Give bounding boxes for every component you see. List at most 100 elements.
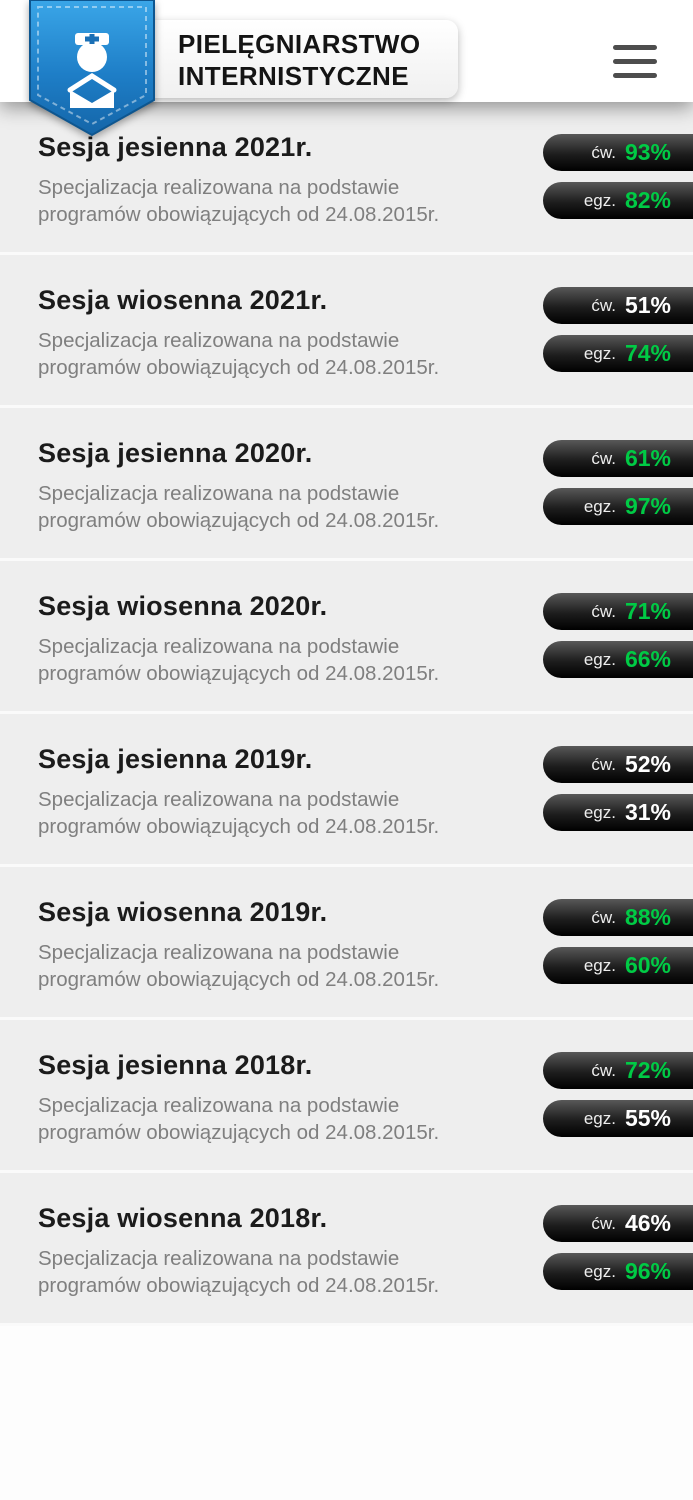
badge-value: 51% [624, 292, 671, 318]
session-title: Sesja jesienna 2021r. [38, 132, 313, 162]
session-text: Sesja wiosenna 2019r. Specjalizacja real… [38, 897, 543, 993]
session-subtitle: Specjalizacja realizowana na podstawie p… [38, 1247, 440, 1297]
session-row-2018-spring[interactable]: Sesja wiosenna 2018r. Specjalizacja real… [0, 1173, 693, 1326]
session-text: Sesja jesienna 2019r. Specjalizacja real… [38, 744, 543, 840]
badge-value: 31% [624, 799, 671, 825]
exam-score-badge: egz. 82% [543, 182, 693, 219]
score-badges: ćw. 51% egz. 74% [543, 285, 693, 372]
score-badges: ćw. 71% egz. 66% [543, 591, 693, 678]
session-row-2020-spring[interactable]: Sesja wiosenna 2020r. Specjalizacja real… [0, 561, 693, 714]
badge-value: 61% [624, 445, 671, 471]
session-subtitle: Specjalizacja realizowana na podstawie p… [38, 941, 440, 991]
session-subtitle: Specjalizacja realizowana na podstawie p… [38, 176, 440, 226]
exam-score-badge: egz. 66% [543, 641, 693, 678]
badge-label: ćw. [591, 295, 616, 315]
score-badges: ćw. 52% egz. 31% [543, 744, 693, 831]
badge-label: egz. [583, 1261, 616, 1281]
score-badges: ćw. 61% egz. 97% [543, 438, 693, 525]
session-text: Sesja jesienna 2021r. Specjalizacja real… [38, 132, 543, 228]
nurse-ribbon-badge-icon [29, 0, 155, 137]
badge-label: ćw. [591, 754, 616, 774]
exercise-score-badge: ćw. 51% [543, 287, 693, 324]
badge-label: egz. [583, 955, 616, 975]
badge-value: 97% [624, 493, 671, 519]
badge-value: 66% [624, 646, 671, 672]
session-title: Sesja jesienna 2018r. [38, 1050, 313, 1080]
session-title: Sesja wiosenna 2021r. [38, 285, 328, 315]
session-text: Sesja wiosenna 2020r. Specjalizacja real… [38, 591, 543, 687]
app-header: PIELĘGNIARSTWO INTERNISTYCZNE [0, 0, 693, 137]
exam-score-badge: egz. 60% [543, 947, 693, 984]
exam-score-badge: egz. 97% [543, 488, 693, 525]
badge-label: ćw. [591, 142, 616, 162]
badge-value: 60% [624, 952, 671, 978]
exam-score-badge: egz. 31% [543, 794, 693, 831]
exam-score-badge: egz. 74% [543, 335, 693, 372]
exercise-score-badge: ćw. 46% [543, 1205, 693, 1242]
badge-label: egz. [583, 802, 616, 822]
badge-label: egz. [583, 343, 616, 363]
badge-value: 88% [624, 904, 671, 930]
score-badges: ćw. 46% egz. 96% [543, 1203, 693, 1290]
score-badges: ćw. 93% egz. 82% [543, 132, 693, 219]
badge-value: 55% [624, 1105, 671, 1131]
session-row-2019-spring[interactable]: Sesja wiosenna 2019r. Specjalizacja real… [0, 867, 693, 1020]
score-badges: ćw. 88% egz. 60% [543, 897, 693, 984]
session-row-2021-autumn[interactable]: Sesja jesienna 2021r. Specjalizacja real… [0, 102, 693, 255]
session-row-2020-autumn[interactable]: Sesja jesienna 2020r. Specjalizacja real… [0, 408, 693, 561]
exercise-score-badge: ćw. 72% [543, 1052, 693, 1089]
session-title: Sesja wiosenna 2019r. [38, 897, 328, 927]
badge-value: 71% [624, 598, 671, 624]
badge-label: ćw. [591, 448, 616, 468]
badge-value: 46% [624, 1210, 671, 1236]
session-row-2018-autumn[interactable]: Sesja jesienna 2018r. Specjalizacja real… [0, 1020, 693, 1173]
session-title: Sesja jesienna 2019r. [38, 744, 313, 774]
badge-value: 96% [624, 1258, 671, 1284]
page-title-line1: PIELĘGNIARSTWO [178, 29, 421, 59]
session-title: Sesja jesienna 2020r. [38, 438, 313, 468]
score-badges: ćw. 72% egz. 55% [543, 1050, 693, 1137]
session-text: Sesja jesienna 2018r. Specjalizacja real… [38, 1050, 543, 1146]
badge-label: egz. [583, 190, 616, 210]
session-subtitle: Specjalizacja realizowana na podstawie p… [38, 482, 440, 532]
hamburger-menu-icon [613, 59, 657, 64]
badge-label: egz. [583, 1108, 616, 1128]
exam-score-badge: egz. 96% [543, 1253, 693, 1290]
exercise-score-badge: ćw. 61% [543, 440, 693, 477]
badge-value: 82% [624, 187, 671, 213]
badge-value: 52% [624, 751, 671, 777]
badge-value: 72% [624, 1057, 671, 1083]
exercise-score-badge: ćw. 71% [543, 593, 693, 630]
session-text: Sesja jesienna 2020r. Specjalizacja real… [38, 438, 543, 534]
badge-label: egz. [583, 649, 616, 669]
page-title-line2: INTERNISTYCZNE [178, 61, 409, 91]
session-text: Sesja wiosenna 2018r. Specjalizacja real… [38, 1203, 543, 1299]
session-subtitle: Specjalizacja realizowana na podstawie p… [38, 635, 440, 685]
badge-label: ćw. [591, 907, 616, 927]
badge-label: egz. [583, 496, 616, 516]
menu-button[interactable] [613, 45, 657, 78]
session-list: Sesja jesienna 2021r. Specjalizacja real… [0, 102, 693, 1326]
badge-value: 93% [624, 139, 671, 165]
page-title: PIELĘGNIARSTWO INTERNISTYCZNE [178, 28, 421, 92]
nurse-icon [67, 33, 117, 108]
badge-label: ćw. [591, 1213, 616, 1233]
session-title: Sesja wiosenna 2020r. [38, 591, 328, 621]
hamburger-menu-icon [613, 45, 657, 50]
exercise-score-badge: ćw. 52% [543, 746, 693, 783]
session-subtitle: Specjalizacja realizowana na podstawie p… [38, 329, 440, 379]
session-row-2021-spring[interactable]: Sesja wiosenna 2021r. Specjalizacja real… [0, 255, 693, 408]
exercise-score-badge: ćw. 88% [543, 899, 693, 936]
badge-label: ćw. [591, 601, 616, 621]
badge-value: 74% [624, 340, 671, 366]
session-subtitle: Specjalizacja realizowana na podstawie p… [38, 1094, 440, 1144]
exam-score-badge: egz. 55% [543, 1100, 693, 1137]
badge-label: ćw. [591, 1060, 616, 1080]
exercise-score-badge: ćw. 93% [543, 134, 693, 171]
session-subtitle: Specjalizacja realizowana na podstawie p… [38, 788, 440, 838]
session-text: Sesja wiosenna 2021r. Specjalizacja real… [38, 285, 543, 381]
session-title: Sesja wiosenna 2018r. [38, 1203, 328, 1233]
session-row-2019-autumn[interactable]: Sesja jesienna 2019r. Specjalizacja real… [0, 714, 693, 867]
hamburger-menu-icon [613, 73, 657, 78]
